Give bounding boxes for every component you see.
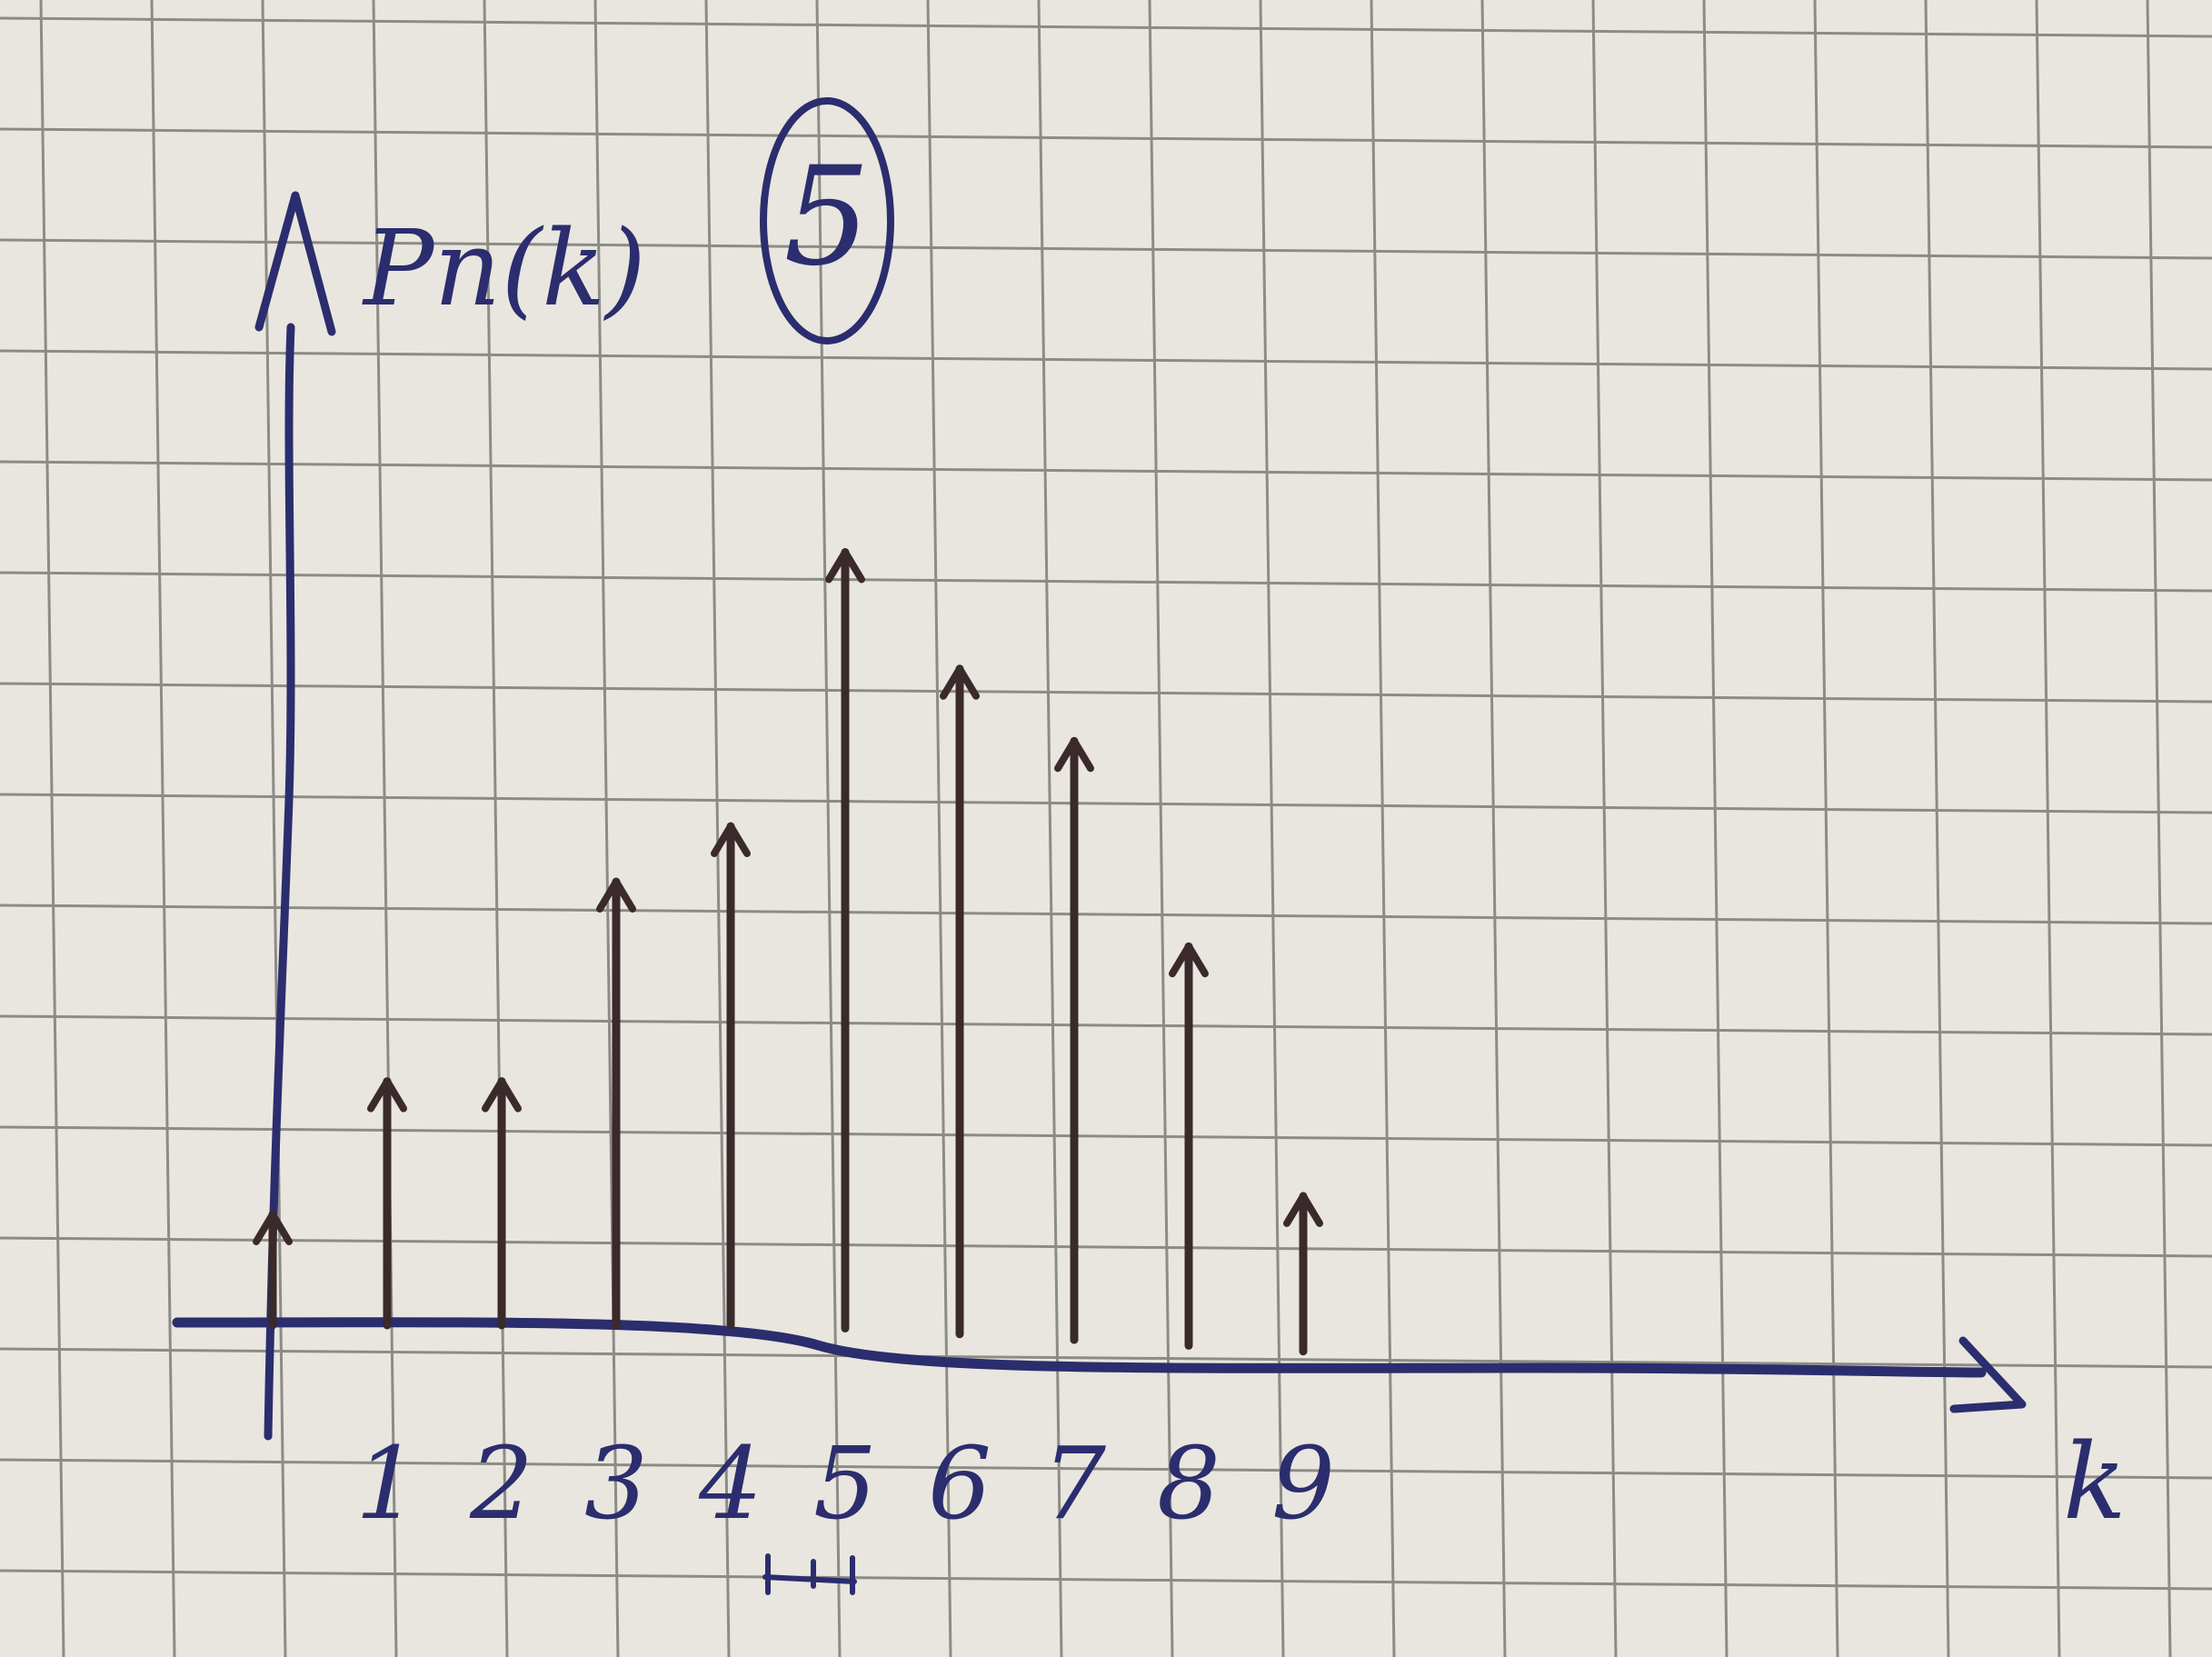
stem-arrowhead-icon [940,664,980,700]
stem-arrowhead-icon [253,1211,293,1245]
y-axis-label: Pn(k) [362,208,646,330]
stem-0 [253,1210,293,1330]
stem-7 [1054,736,1094,1344]
stem-arrowhead-icon [367,1077,407,1113]
stem-arrowhead-icon [711,823,751,857]
stem-9 [1283,1192,1323,1356]
x-tick-label-3: 3 [584,1425,648,1542]
x-tick-label-7: 7 [1042,1425,1106,1542]
x-axis [172,1317,1987,1378]
circled-annotation: 5 [760,97,894,344]
stem-arrowhead-icon [1054,737,1094,773]
stem-arrowhead-icon [596,878,636,913]
x-tick-label-4: 4 [698,1425,762,1542]
stem-3 [596,877,636,1330]
x-tick-label-1: 1 [355,1425,419,1542]
tick-4-5-underline [762,1553,857,1595]
stem-2 [482,1077,522,1330]
x-axis-label: k [2063,1422,2127,1543]
stem-8 [1169,942,1209,1350]
x-tick-label-5: 5 [813,1425,877,1542]
stem-arrowhead-icon [482,1077,522,1113]
y-axis-arrow-icon [254,191,336,336]
x-tick-label-2: 2 [469,1425,533,1542]
stem-1 [367,1077,407,1330]
x-tick-label-8: 8 [1157,1425,1221,1542]
circled-annotation-number: 5 [783,138,870,296]
x-tick-label-9: 9 [1271,1425,1335,1542]
stem-4 [711,822,751,1330]
x-tick-label-6: 6 [928,1425,991,1542]
stem-series [253,548,1323,1356]
stem-5 [825,548,865,1333]
stem-6 [940,664,980,1339]
stem-arrowhead-icon [1169,943,1209,978]
stem-arrowhead-icon [1283,1192,1323,1227]
x-axis-arrow-icon [1949,1336,2027,1413]
stem-arrowhead-icon [825,548,865,584]
